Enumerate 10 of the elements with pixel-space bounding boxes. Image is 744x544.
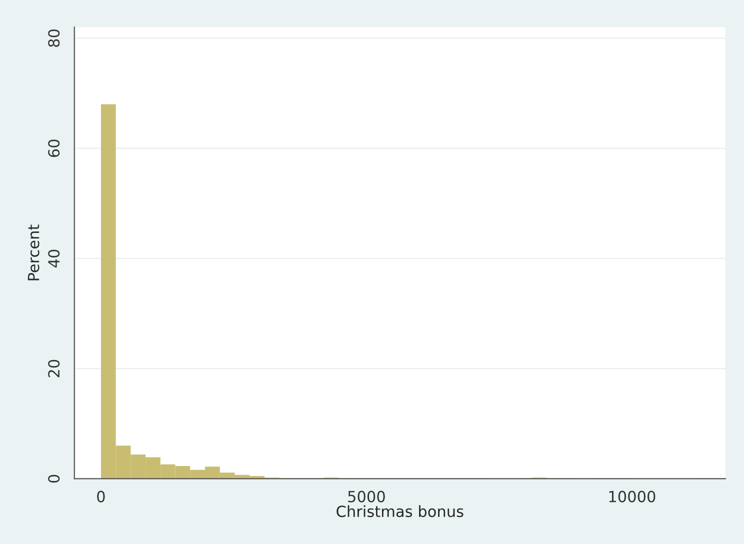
y-tick-label: 40 — [48, 250, 60, 268]
y-tick-label: 0 — [48, 474, 60, 483]
x-tick-label: 10000 — [609, 490, 656, 502]
y-tick-label: 80 — [48, 30, 60, 47]
y-tick-label: 60 — [48, 140, 60, 157]
x-tick-label: 5000 — [348, 490, 385, 502]
x-axis-title: Christmas bonus — [336, 505, 464, 518]
x-tick-label: 0 — [97, 490, 105, 502]
y-axis-title: Percent — [28, 224, 40, 280]
y-tick-label: 20 — [48, 360, 60, 378]
